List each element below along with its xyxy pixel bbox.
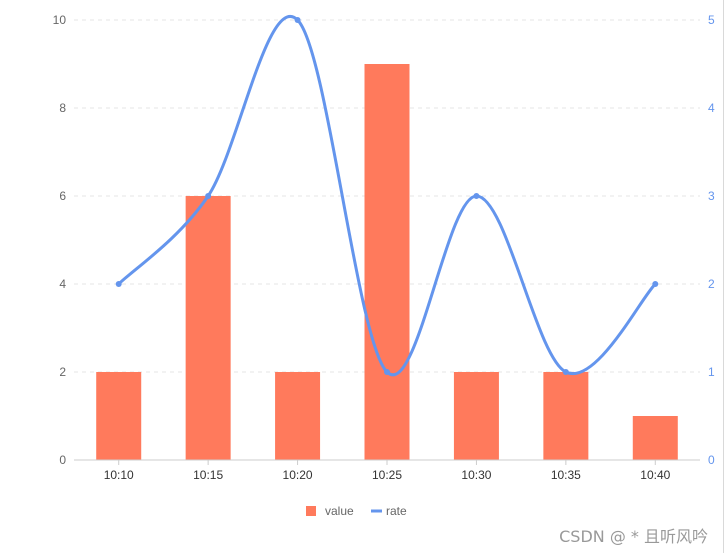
y-left-tick-label: 4 [59,277,66,291]
x-tick-label: 10:10 [104,468,134,482]
bar-value [275,372,321,460]
x-tick-label: 10:30 [461,468,491,482]
x-tick-label: 10:35 [551,468,581,482]
x-tick-label: 10:25 [372,468,402,482]
line-rate [117,15,657,377]
y-right-tick-label: 0 [708,453,715,467]
y-left-tick-label: 10 [53,13,67,27]
line-point-rate [384,369,390,375]
y-right-tick-label: 5 [708,13,715,27]
line-point-rate [115,281,122,287]
x-tick-label: 10:20 [283,468,313,482]
y-right-tick-label: 2 [708,277,715,291]
watermark: CSDN @ * 且听风吟 [559,527,708,546]
y-left-tick-label: 6 [59,189,66,203]
line-point-rate [562,369,569,375]
bar-value [185,196,231,460]
y-left-tick-label: 8 [59,101,66,115]
x-tick-label: 10:40 [640,468,670,482]
line-point-rate [294,17,301,23]
line-point-rate [652,281,659,287]
bar-value [453,372,499,460]
bar-value [96,372,142,460]
line-point-rate [205,193,212,199]
bar-value [632,416,678,460]
legend-label-rate: rate [386,504,407,518]
bar-value [543,372,589,460]
legend-label-value: value [325,504,354,518]
y-right-tick-label: 3 [708,189,715,203]
x-tick-label: 10:15 [193,468,223,482]
y-left-tick-label: 0 [59,453,66,467]
line-point-rate [473,193,480,199]
legend-swatch-value [306,506,316,516]
y-right-tick-label: 1 [708,365,715,379]
y-right-tick-label: 4 [708,101,715,115]
bar-value [364,64,410,460]
y-left-tick-label: 2 [59,365,66,379]
